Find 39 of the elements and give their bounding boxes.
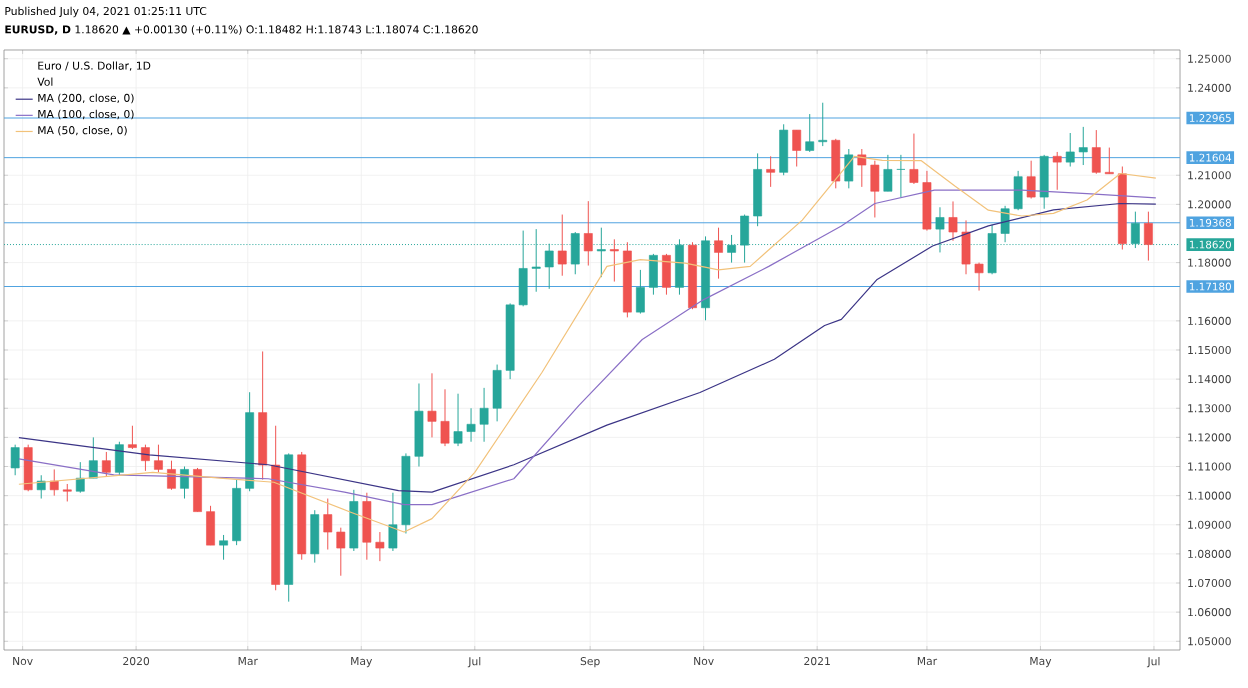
- candlestick: [883, 154, 893, 192]
- candlestick: [1052, 151, 1062, 191]
- line-series: [18, 155, 1157, 533]
- candlestick: [714, 227, 723, 280]
- candlestick: [557, 214, 567, 277]
- candlestick: [128, 425, 137, 450]
- candlestick: [649, 253, 658, 296]
- candlestick: [1091, 129, 1101, 175]
- candlestick: [636, 269, 645, 315]
- candlestick: [766, 155, 776, 188]
- candlestick: [10, 444, 20, 476]
- candlestick: [23, 444, 33, 492]
- candlestick: [583, 200, 593, 267]
- candlestick: [219, 534, 228, 561]
- candlestick: [1065, 132, 1075, 167]
- candlestick: [831, 138, 841, 189]
- candlestick: [206, 505, 215, 546]
- candlestick: [844, 148, 854, 189]
- candlestick: [1039, 154, 1049, 210]
- candlestick: [818, 102, 828, 147]
- candlestick: [1143, 211, 1153, 262]
- candlestick: [154, 444, 163, 473]
- candlestick: [1026, 160, 1036, 200]
- candlestick: [114, 441, 124, 476]
- candlestick: [49, 468, 59, 497]
- candlestick: [101, 451, 111, 478]
- candlestick: [792, 129, 802, 167]
- candlestick: [141, 444, 150, 472]
- candlestick: [805, 113, 815, 153]
- candlestick: [1104, 147, 1114, 175]
- candlestick: [662, 253, 671, 296]
- candlestick: [310, 509, 320, 564]
- candlestick: [193, 467, 202, 513]
- candlestick: [1078, 126, 1088, 166]
- candlestick: [609, 238, 619, 283]
- candlestick: [753, 152, 763, 227]
- candlestick: [779, 123, 789, 176]
- candlestick: [75, 461, 85, 494]
- candlestick: [349, 489, 359, 552]
